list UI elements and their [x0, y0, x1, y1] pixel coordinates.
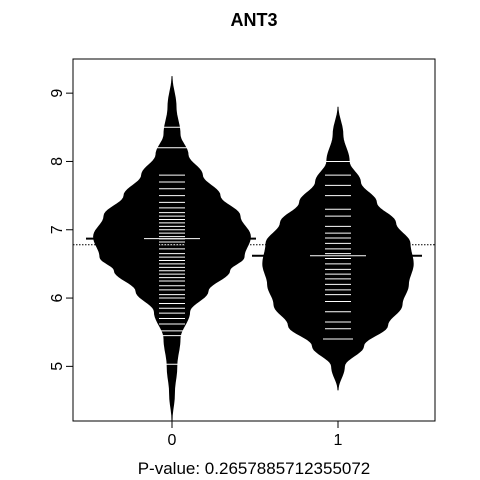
y-tick-label: 7	[49, 225, 66, 234]
x-axis-label: P-value: 0.2657885712355072	[138, 459, 371, 478]
y-axis: 5 6 7 8 9	[49, 89, 73, 371]
chart-title: ANT3	[230, 10, 277, 30]
beans-layer	[94, 76, 414, 421]
y-tick-label: 9	[49, 89, 66, 98]
x-tick-label: 0	[168, 432, 177, 449]
x-tick-label: 1	[334, 432, 343, 449]
y-tick-label: 8	[49, 157, 66, 166]
y-tick-label: 6	[49, 294, 66, 303]
y-tick-label: 5	[49, 362, 66, 371]
